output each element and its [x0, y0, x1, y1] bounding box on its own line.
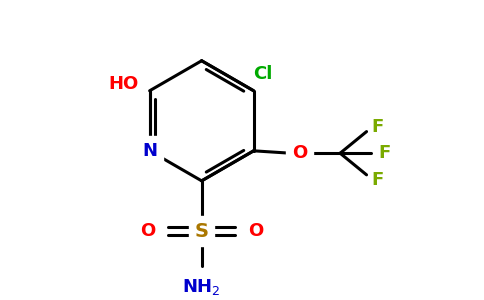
Text: O: O	[248, 222, 263, 240]
Text: N: N	[142, 142, 157, 160]
Text: F: F	[371, 171, 384, 189]
Text: O: O	[292, 144, 307, 162]
Text: NH$_2$: NH$_2$	[182, 277, 221, 297]
Text: F: F	[378, 144, 391, 162]
Text: HO: HO	[108, 75, 138, 93]
Text: Cl: Cl	[254, 65, 273, 83]
Text: F: F	[371, 118, 384, 136]
Text: O: O	[140, 222, 155, 240]
Text: S: S	[195, 222, 209, 241]
